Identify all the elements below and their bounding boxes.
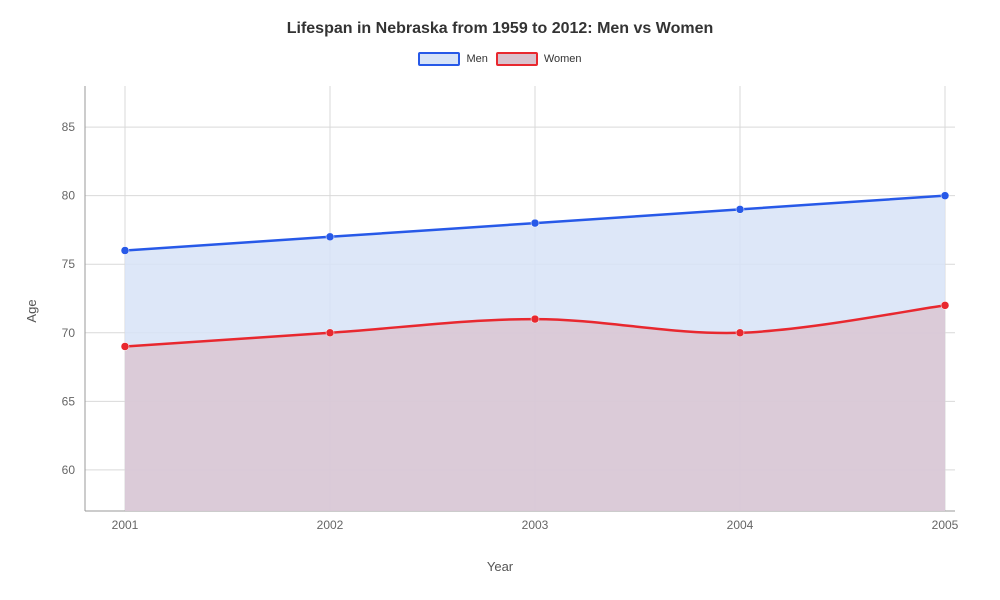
y-tick-label: 65 [62, 394, 76, 408]
x-tick-label: 2003 [522, 518, 549, 532]
x-tick-label: 2002 [317, 518, 344, 532]
marker-women[interactable] [941, 301, 949, 309]
legend-swatch-women [496, 52, 538, 66]
legend-label-women: Women [544, 53, 582, 65]
marker-men[interactable] [941, 192, 949, 200]
marker-men[interactable] [736, 205, 744, 213]
marker-women[interactable] [121, 342, 129, 350]
marker-women[interactable] [531, 315, 539, 323]
y-tick-label: 85 [62, 120, 76, 134]
marker-men[interactable] [121, 247, 129, 255]
y-axis-label: Age [24, 299, 39, 322]
chart-title: Lifespan in Nebraska from 1959 to 2012: … [30, 20, 970, 38]
chart-legend: Men Women [30, 52, 970, 66]
marker-men[interactable] [326, 233, 334, 241]
x-tick-label: 2005 [932, 518, 959, 532]
y-tick-label: 75 [62, 257, 76, 271]
marker-women[interactable] [326, 329, 334, 337]
y-tick-label: 70 [62, 326, 76, 340]
y-tick-label: 80 [62, 189, 76, 203]
marker-women[interactable] [736, 329, 744, 337]
x-axis-label: Year [487, 559, 513, 574]
plot-svg: 60 65 70 75 80 85 2001 2002 2003 2004 2005 [30, 76, 970, 546]
legend-item-women[interactable]: Women [496, 52, 582, 66]
legend-label-men: Men [466, 53, 487, 65]
legend-swatch-men [418, 52, 460, 66]
x-tick-label: 2001 [112, 518, 139, 532]
chart-container: Lifespan in Nebraska from 1959 to 2012: … [0, 0, 1000, 600]
y-tick-label: 60 [62, 463, 76, 477]
legend-item-men[interactable]: Men [418, 52, 487, 66]
plot-area: Age 60657075808520012002200320042005 Yea… [30, 76, 970, 546]
marker-men[interactable] [531, 219, 539, 227]
x-tick-label: 2004 [727, 518, 754, 532]
